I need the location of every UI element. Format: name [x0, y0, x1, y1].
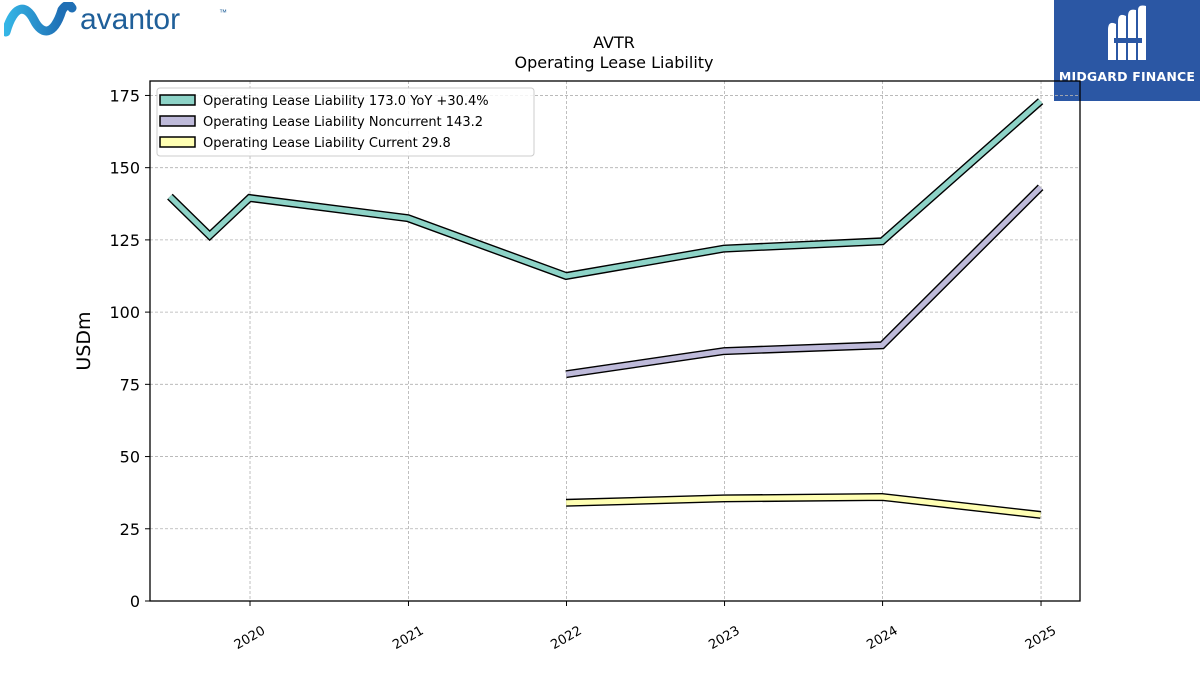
y-tick-label: 75 — [120, 375, 140, 394]
series-line-operating-lease-liability — [168, 99, 1043, 279]
grid — [150, 81, 1080, 602]
y-tick-label: 175 — [109, 86, 140, 105]
x-tick-label: 2020 — [232, 623, 268, 653]
legend-swatch — [159, 94, 196, 106]
y-tick-label: 25 — [120, 520, 140, 539]
series-layer — [167, 98, 1044, 519]
legend-label: Operating Lease Liability Current 29.8 — [203, 136, 451, 151]
legend-box — [156, 87, 535, 157]
legend-swatch — [159, 115, 196, 127]
series-line-operating-lease-liability-current — [566, 494, 1041, 518]
x-tick-label: 2021 — [390, 623, 426, 653]
midgard-m-icon — [1108, 5, 1146, 61]
chart-title: AVTR — [593, 33, 635, 52]
y-tick-label: 100 — [109, 303, 140, 322]
series-line-operating-lease-liability-noncurrent — [565, 185, 1043, 377]
y-tick-label: 150 — [109, 159, 140, 178]
y-axis-label: USDm — [73, 311, 95, 370]
legend: Operating Lease Liability 173.0 YoY +30.… — [156, 87, 535, 157]
legend-label: Operating Lease Liability 173.0 YoY +30.… — [203, 94, 489, 109]
avantor-wave-icon — [1, 0, 77, 37]
y-tick-label: 50 — [120, 448, 140, 467]
legend-swatch — [159, 136, 196, 148]
y-tick-label: 0 — [130, 592, 140, 611]
avantor-logo-svg: avantor ™ — [1, 0, 227, 37]
x-tick-label: 2025 — [1023, 623, 1059, 653]
legend-label: Operating Lease Liability Noncurrent 143… — [203, 115, 483, 130]
midgard-finance-logo: MIDGARD FINANCE — [1054, 0, 1200, 101]
plot-frame — [149, 80, 1081, 602]
trademark-mark: ™ — [219, 8, 227, 17]
avantor-logo-text: avantor — [80, 3, 180, 36]
avantor-logo: avantor ™ — [1, 0, 234, 38]
chart-subtitle: Operating Lease Liability — [514, 53, 713, 72]
y-tick-label: 125 — [109, 231, 140, 250]
x-tick-label: 2023 — [706, 623, 742, 653]
midgard-finance-text: MIDGARD FINANCE — [1058, 69, 1196, 84]
x-tick-label: 2024 — [864, 623, 900, 653]
x-tick-label: 2022 — [548, 623, 584, 653]
